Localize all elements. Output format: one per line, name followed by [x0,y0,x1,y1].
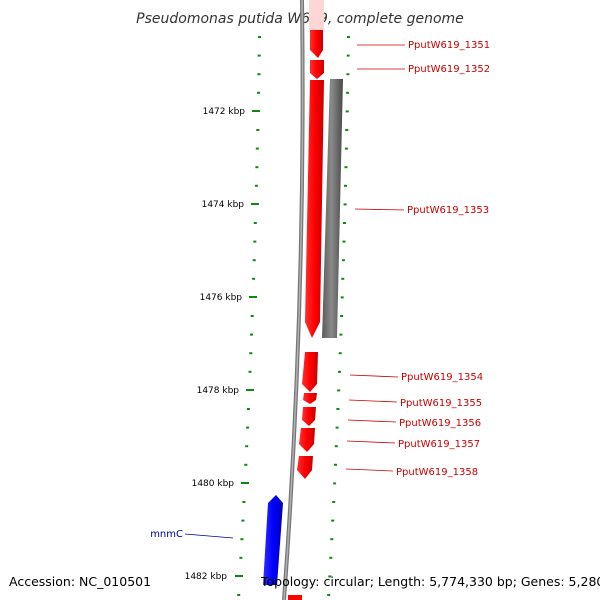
kbp-label-1472: 1472 kbp [203,107,246,117]
minor-tick [334,463,337,466]
gene-label-1355[interactable]: PputW619_1355 [400,398,482,409]
minor-tick [250,333,253,336]
kbp-label-1480: 1480 kbp [192,479,235,489]
leader-line [349,374,399,378]
minor-tick [257,73,261,76]
minor-tick [256,129,260,131]
minor-tick [346,91,350,94]
minor-tick [346,73,350,76]
gene-arrow-1353[interactable] [305,80,324,338]
minor-tick [341,277,345,280]
minor-tick [255,147,259,150]
minor-tick [254,184,258,187]
minor-tick [241,519,245,522]
minor-tick [344,184,347,187]
minor-tick [245,445,249,448]
minor-tick [329,556,333,559]
kbp-label-1482: 1482 kbp [185,572,228,582]
tick-column-left [237,36,261,596]
minor-tick [345,110,349,113]
gene-label-1351[interactable]: PputW619_1351 [408,40,490,51]
kbp-label-1478: 1478 kbp [197,386,240,396]
map-title: Pseudomonas putida W619, complete genome [136,11,464,27]
minor-tick [244,463,248,466]
minor-tick [340,315,344,317]
kbp-label-1474: 1474 kbp [202,200,245,210]
minor-tick [340,296,344,299]
minor-tick [330,538,334,541]
leader-line [347,419,397,423]
minor-tick [344,166,348,169]
minor-tick [344,147,348,150]
gene-label-1352[interactable]: PputW619_1352 [408,64,490,75]
minor-tick [258,36,261,38]
gene-arrow-1351[interactable] [310,30,323,58]
minor-tick [328,575,332,578]
minor-tick [337,389,341,392]
minor-tick [253,222,257,224]
minor-tick [252,259,256,262]
gene-label-1353[interactable]: PputW619_1353 [407,205,489,216]
minor-tick [343,203,347,206]
minor-tick [242,501,246,503]
minor-tick [253,240,257,243]
minor-tick [246,426,250,429]
minor-tick [331,519,335,522]
minor-tick [248,370,252,373]
minor-tick [327,594,331,596]
minor-tick [237,594,241,596]
minor-tick [345,129,349,131]
gene-label-1356[interactable]: PputW619_1356 [399,418,481,429]
gene-arrow-1354[interactable] [302,352,318,392]
leader-line [345,468,394,472]
gene-labels: PputW619_1351 PputW619_1352 PputW619_135… [150,40,490,540]
topology-text: Topology: circular; Length: 5,774,330 bp… [260,574,600,589]
minor-tick [347,36,350,38]
minor-tick [338,370,341,373]
minor-tick [335,426,339,429]
gene-label-1354[interactable]: PputW619_1354 [401,372,483,383]
accession-text: Accession: NC_010501 [9,574,151,589]
gene-fragment-bottom [288,595,302,600]
gene-label-mnmC[interactable]: mnmC [150,529,183,540]
minor-tick [257,54,261,57]
gene-arrow-mnmC[interactable] [263,495,283,585]
gene-label-1357[interactable]: PputW619_1357 [398,439,480,450]
gene-label-1358[interactable]: PputW619_1358 [396,467,478,478]
minor-tick [239,556,243,559]
minor-tick [336,408,340,410]
minor-tick [255,166,259,169]
leader-line [354,208,405,211]
operon-bar [322,79,343,338]
minor-tick [249,352,253,355]
genome-backbone-highlight [283,0,304,600]
minor-tick [338,352,342,355]
kbp-label-1476: 1476 kbp [200,293,243,303]
tick-column-right [327,36,350,596]
minor-tick [334,445,338,448]
gene-arrow-1355[interactable] [303,393,317,404]
minor-tick [346,54,350,57]
minor-tick [339,333,343,336]
gene-fragment-top [309,0,324,30]
minor-tick [246,408,250,410]
kbp-axis: 1472 kbp 1474 kbp 1476 kbp 1478 kbp 1480… [185,107,260,582]
minor-tick [250,315,254,317]
gene-arrow-1357[interactable] [299,428,315,452]
minor-tick [342,240,346,243]
minor-tick [341,259,345,262]
leader-line [346,440,396,444]
minor-tick [240,538,244,541]
gene-arrow-1358[interactable] [297,456,313,479]
minor-tick [333,482,337,485]
gene-arrow-1356[interactable] [302,407,316,426]
minor-tick [343,222,346,224]
minor-tick [332,501,336,503]
leader-line [348,399,398,403]
leader-line [184,533,234,539]
gene-arrow-1352[interactable] [310,60,324,79]
minor-tick [252,277,256,280]
minor-tick [257,91,260,94]
